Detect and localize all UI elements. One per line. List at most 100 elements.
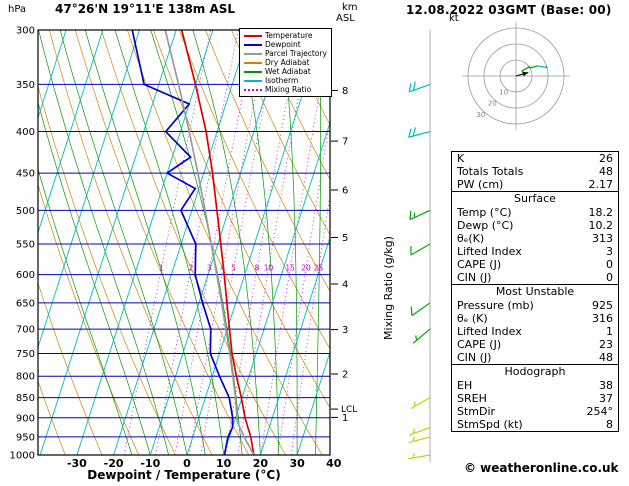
km-tick-label: 7 bbox=[342, 137, 348, 148]
table-row-value: 38 bbox=[599, 379, 613, 392]
mixing-ratio-value-label: 2 bbox=[189, 264, 194, 273]
temp-tick-label: 40 bbox=[326, 457, 342, 470]
table-row-value: 925 bbox=[592, 299, 613, 312]
pressure-tick-label: 900 bbox=[16, 413, 35, 424]
table-section-surface: Surface Temp (°C) 18.2 Dewp (°C) 10.2 θₑ(K) 31… bbox=[452, 191, 618, 284]
legend-label: Dry Adiabat bbox=[265, 58, 310, 67]
pressure-tick-label: 500 bbox=[16, 206, 35, 217]
mixing-ratio-value-label: 5 bbox=[231, 264, 236, 273]
legend-swatch bbox=[244, 52, 262, 55]
pressure-axis-unit: hPa bbox=[8, 4, 27, 15]
table-row-value: 48 bbox=[599, 165, 613, 178]
legend-item-temperature: Temperature bbox=[244, 31, 329, 40]
km-tick-label: 6 bbox=[342, 185, 348, 196]
table-row-value: 254° bbox=[586, 405, 614, 418]
legend-swatch bbox=[244, 70, 262, 73]
km-tick-label: 8 bbox=[342, 86, 348, 97]
table-section-most-unstable: Most Unstable Pressure (mb) 925 θₑ (K) 316 Li… bbox=[452, 284, 618, 364]
table-row: Dewp (°C) 10.2 bbox=[452, 219, 618, 232]
table-row-value: 0 bbox=[606, 271, 613, 284]
table-row: θₑ(K) 313 bbox=[452, 232, 618, 245]
table-row-value: 316 bbox=[592, 312, 613, 325]
table-row-label: Totals Totals bbox=[457, 165, 524, 178]
temp-tick-label: -20 bbox=[104, 457, 124, 470]
legend-item-dewpoint: Dewpoint bbox=[244, 40, 329, 49]
legend-label: Temperature bbox=[265, 31, 313, 40]
legend-item-wet_adiabat: Wet Adiabat bbox=[244, 67, 329, 76]
pressure-tick-label: 850 bbox=[16, 393, 35, 404]
temp-tick-label: -10 bbox=[140, 457, 160, 470]
table-row-value: 0 bbox=[606, 258, 613, 271]
pressure-tick-label: 800 bbox=[16, 372, 35, 383]
table-row-label: EH bbox=[457, 379, 473, 392]
km-tick-label: 2 bbox=[342, 370, 348, 381]
table-row-label: StmSpd (kt) bbox=[457, 418, 523, 431]
table-row-label: θₑ (K) bbox=[457, 312, 488, 325]
legend-label: Dewpoint bbox=[265, 40, 301, 49]
table-row: θₑ (K) 316 bbox=[452, 312, 618, 325]
table-row-value: 37 bbox=[599, 392, 613, 405]
table-row-label: SREH bbox=[457, 392, 487, 405]
table-row-label: CIN (J) bbox=[457, 271, 492, 284]
legend: Temperature Dewpoint Parcel Trajectory Dry … bbox=[239, 28, 332, 97]
mixing-ratio-value-label: 20 bbox=[301, 264, 311, 273]
lcl-label: LCL bbox=[341, 405, 357, 415]
table-row: Totals Totals 48 bbox=[452, 165, 618, 178]
pressure-tick-label: 650 bbox=[16, 298, 35, 309]
mixing-ratio-value-label: 8 bbox=[255, 264, 260, 273]
table-row: CAPE (J) 23 bbox=[452, 338, 618, 351]
pressure-tick-label: 450 bbox=[16, 169, 35, 180]
hodograph-ring-label: 10 bbox=[499, 88, 508, 96]
legend-item-mixing_ratio: Mixing Ratio bbox=[244, 85, 329, 94]
mixing-ratio-value-label: 1 bbox=[159, 264, 164, 273]
table-row-label: K bbox=[457, 152, 465, 165]
temp-tick-label: 0 bbox=[183, 457, 191, 470]
pressure-tick-label: 600 bbox=[16, 270, 35, 281]
legend-swatch bbox=[244, 34, 262, 37]
table-row-label: Lifted Index bbox=[457, 245, 522, 258]
mixing-ratio-value-label: 15 bbox=[285, 264, 295, 273]
table-row: EH 38 bbox=[452, 379, 618, 392]
legend-label: Wet Adiabat bbox=[265, 67, 311, 76]
pressure-tick-label: 750 bbox=[16, 349, 35, 360]
table-row-label: CAPE (J) bbox=[457, 338, 502, 351]
table-row: Lifted Index 3 bbox=[452, 245, 618, 258]
table-row: PW (cm) 2.17 bbox=[452, 178, 618, 191]
table-row: StmSpd (kt) 8 bbox=[452, 418, 618, 431]
background-grid bbox=[38, 30, 330, 455]
legend-label: Parcel Trajectory bbox=[265, 49, 327, 58]
table-row-label: CIN (J) bbox=[457, 351, 492, 364]
table-row-value: 313 bbox=[592, 232, 613, 245]
table-row: SREH 37 bbox=[452, 392, 618, 405]
table-row-value: 23 bbox=[599, 338, 613, 351]
table-section-title: Most Unstable bbox=[495, 285, 575, 298]
indices-table: K 26 Totals Totals 48 PW (cm) 2.17 Surface Temp… bbox=[451, 151, 619, 432]
hodograph-ring-label: 30 bbox=[476, 111, 485, 119]
table-row-value: 18.2 bbox=[588, 206, 614, 219]
axis-labels: 3003504004505005506006507007508008509009… bbox=[10, 26, 395, 483]
legend-label: Isotherm bbox=[265, 76, 299, 85]
wind-barb-column bbox=[408, 30, 431, 462]
table-row-value: 2.17 bbox=[588, 178, 614, 191]
table-section-title: Surface bbox=[514, 192, 556, 205]
km-tick-label: 5 bbox=[342, 233, 348, 244]
table-section: K 26 Totals Totals 48 PW (cm) 2.17 bbox=[452, 152, 618, 191]
legend-item-parcel: Parcel Trajectory bbox=[244, 49, 329, 58]
pressure-tick-label: 550 bbox=[16, 239, 35, 250]
km-tick-label: 4 bbox=[342, 279, 348, 290]
x-axis-title: Dewpoint / Temperature (°C) bbox=[87, 468, 280, 482]
legend-swatch bbox=[244, 43, 262, 46]
table-row-label: Temp (°C) bbox=[457, 206, 512, 219]
hodograph-unit: kt bbox=[449, 13, 459, 24]
pressure-tick-label: 700 bbox=[16, 325, 35, 336]
table-row-value: 3 bbox=[606, 245, 613, 258]
mixing-ratio-axis-title: Mixing Ratio (g/kg) bbox=[382, 236, 395, 340]
table-row: CIN (J) 0 bbox=[452, 271, 618, 284]
table-row-label: PW (cm) bbox=[457, 178, 504, 191]
table-row-label: θₑ(K) bbox=[457, 232, 485, 245]
legend-item-isotherm: Isotherm bbox=[244, 76, 329, 85]
datetime-label: 12.08.2022 03GMT (Base: 00) bbox=[406, 3, 612, 17]
storm-motion-arrow bbox=[522, 71, 529, 77]
